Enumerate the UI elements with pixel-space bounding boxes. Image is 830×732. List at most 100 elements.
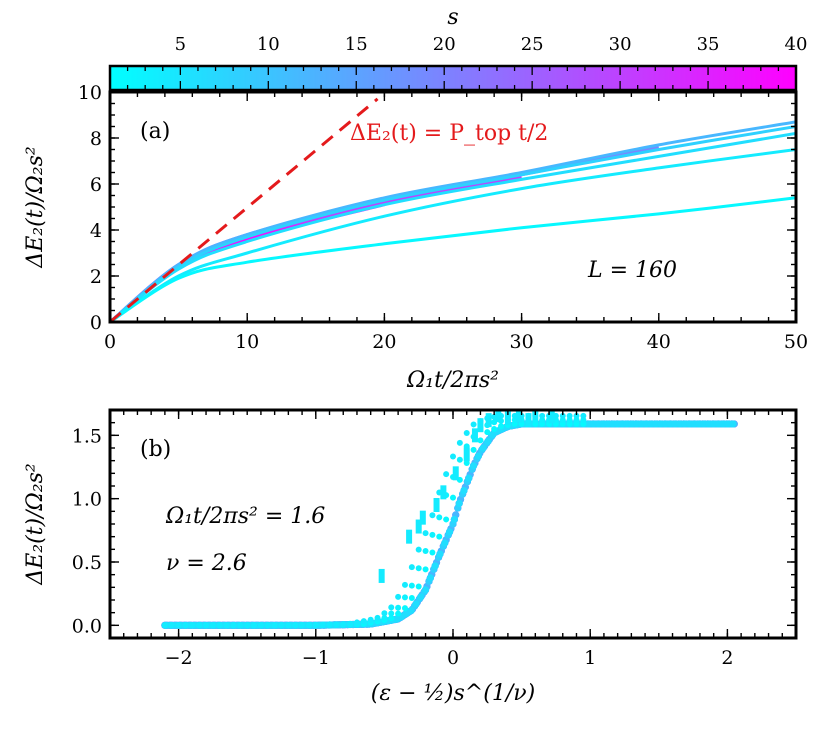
- panel-b-data-point: [422, 548, 429, 555]
- panel-b-data-point: [484, 437, 492, 445]
- panel-b-y-tick-label: 0.0: [72, 615, 102, 637]
- panel-a-y-tick-label: 6: [90, 174, 102, 196]
- panel-a-x-tick-label: 50: [784, 331, 808, 353]
- panel-a-series-line: [110, 145, 660, 322]
- panel-b-data-point: [539, 412, 546, 419]
- panel-b-data-point: [470, 446, 477, 453]
- panel-b-outlier-point: [452, 466, 459, 481]
- panel-b-data-point: [573, 412, 580, 419]
- panel-b-data-point: [381, 610, 388, 617]
- panel-b-data-point: [431, 562, 439, 570]
- panel-b-data-point: [401, 605, 408, 612]
- panel-b-data-point: [422, 566, 429, 573]
- panel-a-y-tick-label: 2: [90, 266, 102, 288]
- panel-b-data-point: [477, 437, 484, 444]
- panel-a-y-tick-label: 8: [90, 128, 102, 150]
- panel-b-data-point: [450, 453, 456, 460]
- panel-b-data-point: [326, 621, 333, 628]
- panel-b-data-point: [353, 619, 360, 626]
- panel-a-y-tick-label: 4: [90, 220, 102, 242]
- panel-b-data-point: [729, 420, 737, 428]
- panel-b-data-point: [360, 618, 367, 625]
- panel-b-data-point: [441, 539, 449, 547]
- panel-b-data-point: [484, 429, 491, 436]
- panel-b-data-point: [182, 622, 189, 629]
- panel-b-data-point: [456, 439, 463, 446]
- panel-b-data-point: [429, 512, 436, 519]
- panel-b-data-point: [422, 530, 429, 537]
- panel-b-data-point: [312, 621, 319, 628]
- panel-b-data-point: [209, 622, 216, 629]
- panel-b-y-tick-label: 1.5: [72, 425, 102, 447]
- panel-b-data-point: [412, 600, 420, 608]
- panel-b-data-point: [415, 565, 422, 572]
- colorbar-ticks: 5 10 15 20 25 30 35 40: [109, 34, 807, 90]
- panel-b-x-tick-label: 2: [721, 647, 733, 669]
- colorbar-gradient: [108, 64, 798, 92]
- panel-b-data-point: [264, 622, 271, 629]
- panel-b-data-point: [443, 516, 450, 523]
- panel-b-data-point: [203, 622, 210, 629]
- panel-b-data-point: [175, 622, 182, 629]
- panel-b-data-point: [251, 622, 258, 629]
- panel-b-data-point: [257, 622, 264, 629]
- panel-b-outlier-point: [471, 428, 478, 443]
- panel-b-data-point: [374, 614, 381, 621]
- panel-b-x-tick-label: −2: [165, 647, 193, 669]
- panel-a-series: [110, 97, 796, 322]
- panel-b-data-point: [469, 462, 478, 470]
- panel-a-series-line: [110, 120, 796, 322]
- panel-b-data-point: [340, 621, 347, 628]
- panel-b-data-point: [347, 620, 354, 627]
- panel-a-series-line: [110, 196, 796, 322]
- panel-b-data-point: [436, 533, 443, 540]
- panel-b-data-point: [161, 622, 168, 629]
- panel-b-data-point: [436, 550, 444, 558]
- panel-b-data-point: [395, 610, 402, 617]
- panel-a-xlabel: Ω₁t/2πs²: [406, 368, 499, 393]
- panel-b-data-point: [395, 604, 402, 611]
- panel-b-data-point: [470, 421, 477, 428]
- panel-b-outlier-point: [477, 418, 484, 433]
- panel-a-x-tick-label: 30: [510, 331, 534, 353]
- panel-a-ylabel: ΔE₂(t)/Ω₂s²: [23, 146, 48, 268]
- panel-b-outlier-point: [485, 413, 492, 428]
- panel-b-data-point: [408, 594, 415, 601]
- panel-b-data-point: [401, 594, 408, 601]
- panel-b-nu-annotation: ν = 2.6: [166, 551, 247, 576]
- panel-b-data-point: [559, 412, 566, 419]
- panel-a-label: (a): [140, 119, 170, 144]
- panel-a-L-annotation: L = 160: [587, 258, 677, 283]
- panel-b-data-point: [305, 621, 312, 628]
- panel-a-series-line: [110, 131, 796, 322]
- panel-b-data-point: [463, 430, 470, 437]
- panel-b-data-point: [436, 514, 443, 521]
- panel-b-outlier-point: [406, 529, 413, 544]
- panel-a-y-tick-label: 0: [90, 312, 102, 334]
- panel-b-data-point: [443, 471, 450, 478]
- panel-a-y-tick-label: 10: [78, 82, 102, 104]
- panel-b-data-point: [367, 616, 374, 623]
- panel-b-data-point: [285, 622, 292, 629]
- panel-b-label: (b): [140, 437, 171, 462]
- panel-a-x-tick-label: 10: [235, 331, 259, 353]
- panel-b-data-point: [408, 582, 415, 589]
- panel-b-outlier-point: [548, 410, 555, 424]
- panel-a-x-tick-label: 40: [647, 331, 671, 353]
- panel-b-time-annotation: Ω₁t/2πs² = 1.6: [165, 504, 325, 529]
- panel-b-data-point: [244, 622, 251, 629]
- panel-b-data-point: [417, 593, 425, 601]
- panel-b-data-point: [237, 622, 244, 629]
- colorbar-label: s: [447, 5, 458, 30]
- colorbar-tick-label: 10: [257, 34, 280, 55]
- panel-b-x-tick-label: 0: [447, 647, 459, 669]
- panel-b-ticks: −2 −1 0 1 2 0.0 0.5 1.0 1.5: [72, 409, 797, 669]
- panel-b-data-point: [450, 515, 458, 524]
- panel-b-ylabel: ΔE₂(t)/Ω₂s²: [23, 463, 48, 585]
- panel-b-data-point: [445, 528, 454, 536]
- panel-b-data-point: [230, 622, 237, 629]
- panel-b-data-point: [292, 622, 299, 629]
- colorbar: 5 10 15 20 25 30 35 40 s: [108, 5, 807, 92]
- panel-b-xlabel: (ε − ½)s^(1/ν): [371, 681, 535, 706]
